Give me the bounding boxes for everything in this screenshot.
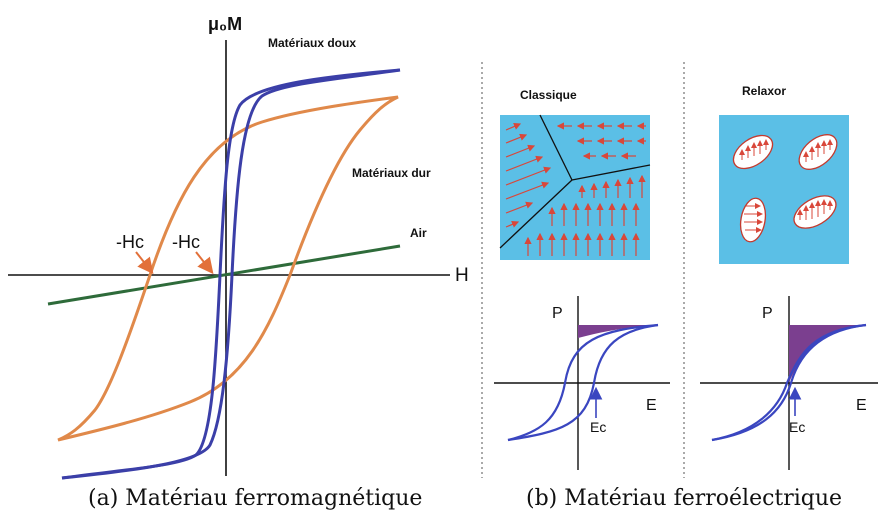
classic-pe-loop-return [507, 323, 659, 442]
classic-energy-area [578, 325, 658, 338]
classic-title: Classique [520, 88, 577, 102]
relaxor-p-label: P [762, 305, 773, 322]
panel-b-classic: Classique [494, 88, 670, 470]
caption-a: (a) Matériau ferromagnétique [88, 486, 423, 511]
classic-e-label: E [646, 397, 657, 414]
panel-b-relaxor: Relaxor [700, 84, 878, 470]
classic-pe-loop [507, 323, 659, 442]
coercive-label-soft: -Hc [172, 232, 200, 252]
coercive-label-hard: -Hc [116, 232, 144, 252]
classic-p-label: P [552, 305, 563, 322]
hard-material-loop [57, 95, 399, 442]
domain-arrows-diagonal [505, 123, 552, 228]
nanoregion-arrows [739, 139, 833, 233]
coercive-arrow-soft [195, 251, 214, 275]
relaxor-title: Relaxor [742, 84, 786, 98]
hard-material-label: Matériaux dur [352, 166, 431, 180]
x-axis-label: H [455, 265, 469, 286]
caption-b: (b) Matériau ferroélectrique [526, 486, 843, 511]
classic-ec-label: Ec [590, 419, 606, 435]
panel-a-hysteresis: μ₀M H Matériaux doux Matériaux dur Air -… [8, 14, 469, 480]
domain-arrows-up [524, 174, 646, 256]
relaxor-ec-label: Ec [789, 419, 805, 435]
relaxor-energy-area [789, 325, 866, 383]
soft-material-loop-return [61, 68, 401, 480]
relaxor-e-label: E [856, 397, 867, 414]
relaxor-pe-loop-return [711, 323, 867, 442]
domain-arrows-left [556, 122, 646, 160]
relaxor-pe-loop [711, 323, 867, 442]
air-curve [47, 244, 401, 306]
y-axis-label: μ₀M [208, 14, 242, 34]
domain-walls [499, 114, 651, 249]
coercive-arrow-hard [135, 251, 154, 275]
air-label: Air [410, 226, 427, 240]
soft-material-label: Matériaux doux [268, 36, 356, 50]
